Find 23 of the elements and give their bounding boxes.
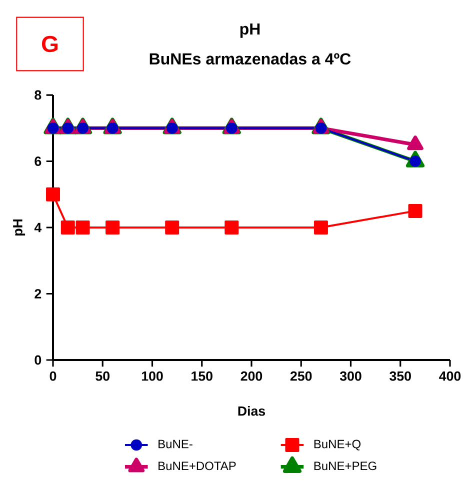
text: G [42, 36, 58, 52]
y-tick-label: 0 [34, 355, 42, 365]
x-tick-label: 400 [439, 371, 461, 381]
x-tick-label: 100 [142, 371, 163, 381]
chart-subtitle: BuNEs armazenadas a 4ºC [150, 52, 351, 65]
x-tick-label: 50 [96, 371, 110, 381]
x-tick-label: 250 [290, 371, 312, 381]
y-tick-label: 8 [34, 90, 42, 100]
x-tick-label: 350 [390, 371, 411, 381]
legend-label: BuNE+DOTAP [158, 462, 236, 470]
legend-label: BuNE+PEG [314, 462, 376, 470]
chart-title: pH [240, 24, 260, 38]
x-axis-title: Dias [238, 406, 266, 416]
y-tick-label: 4 [34, 222, 42, 232]
legend-label: BuNE- [158, 440, 192, 448]
y-tick-label: 2 [34, 289, 42, 298]
x-tick-label: 0 [50, 371, 56, 381]
y-axis-title: pH [13, 220, 26, 236]
legend-label: BuNE+Q [314, 440, 361, 450]
x-tick-label: 300 [340, 371, 362, 381]
x-tick-label: 150 [192, 371, 212, 381]
y-tick-label: 6 [34, 156, 42, 166]
x-tick-label: 200 [240, 371, 262, 381]
